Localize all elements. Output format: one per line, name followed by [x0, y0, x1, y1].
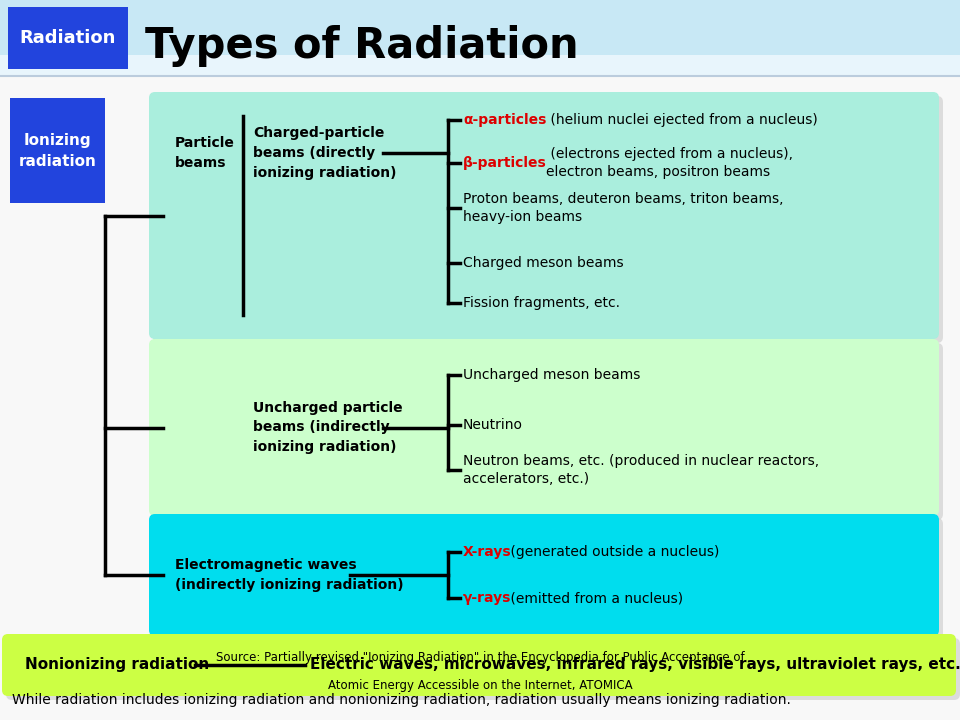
Text: α-particles: α-particles — [463, 113, 546, 127]
Text: Ionizing
radiation: Ionizing radiation — [18, 132, 96, 168]
FancyBboxPatch shape — [8, 7, 128, 69]
FancyBboxPatch shape — [149, 339, 939, 516]
FancyBboxPatch shape — [149, 92, 939, 339]
Text: Charged meson beams: Charged meson beams — [463, 256, 624, 270]
Text: Source: Partially revised "Ionizing Radiation" in the Encyclopedia for Public Ac: Source: Partially revised "Ionizing Radi… — [216, 652, 744, 665]
Text: Uncharged meson beams: Uncharged meson beams — [463, 368, 640, 382]
FancyBboxPatch shape — [10, 98, 105, 203]
Text: Neutrino: Neutrino — [463, 418, 523, 432]
Text: Electric waves, microwaves, infrared rays, visible rays, ultraviolet rays, etc.: Electric waves, microwaves, infrared ray… — [310, 657, 960, 672]
Text: Proton beams, deuteron beams, triton beams,
heavy-ion beams: Proton beams, deuteron beams, triton bea… — [463, 192, 783, 224]
FancyBboxPatch shape — [2, 634, 956, 696]
FancyBboxPatch shape — [149, 514, 939, 636]
Text: (generated outside a nucleus): (generated outside a nucleus) — [506, 545, 720, 559]
FancyBboxPatch shape — [0, 0, 960, 75]
Text: Charged-particle
beams (directly
ionizing radiation): Charged-particle beams (directly ionizin… — [253, 127, 396, 179]
Text: (emitted from a nucleus): (emitted from a nucleus) — [506, 591, 684, 605]
Text: (electrons ejected from a nucleus),
electron beams, positron beams: (electrons ejected from a nucleus), elec… — [545, 147, 793, 179]
Text: γ-rays: γ-rays — [463, 591, 512, 605]
Text: (helium nuclei ejected from a nucleus): (helium nuclei ejected from a nucleus) — [545, 113, 817, 127]
FancyBboxPatch shape — [153, 96, 943, 343]
Text: Types of Radiation: Types of Radiation — [145, 25, 579, 67]
Text: While radiation includes ionizing radiation and nonionizing radiation, radiation: While radiation includes ionizing radiat… — [12, 693, 791, 707]
Text: Neutron beams, etc. (produced in nuclear reactors,
accelerators, etc.): Neutron beams, etc. (produced in nuclear… — [463, 454, 819, 486]
Text: β-particles: β-particles — [463, 156, 547, 170]
FancyBboxPatch shape — [0, 55, 960, 77]
Text: Fission fragments, etc.: Fission fragments, etc. — [463, 296, 620, 310]
Text: Nonionizing radiation: Nonionizing radiation — [25, 657, 209, 672]
FancyBboxPatch shape — [6, 638, 960, 700]
Text: Atomic Energy Accessible on the Internet, ATOMICA: Atomic Energy Accessible on the Internet… — [327, 678, 633, 691]
FancyBboxPatch shape — [153, 518, 943, 640]
Text: Uncharged particle
beams (indirectly
ionizing radiation): Uncharged particle beams (indirectly ion… — [253, 401, 402, 454]
Text: X-rays: X-rays — [463, 545, 512, 559]
Text: Particle
beams: Particle beams — [175, 136, 235, 170]
Text: Radiation: Radiation — [20, 29, 116, 47]
Text: Electromagnetic waves
(indirectly ionizing radiation): Electromagnetic waves (indirectly ionizi… — [175, 558, 403, 592]
FancyBboxPatch shape — [153, 343, 943, 520]
